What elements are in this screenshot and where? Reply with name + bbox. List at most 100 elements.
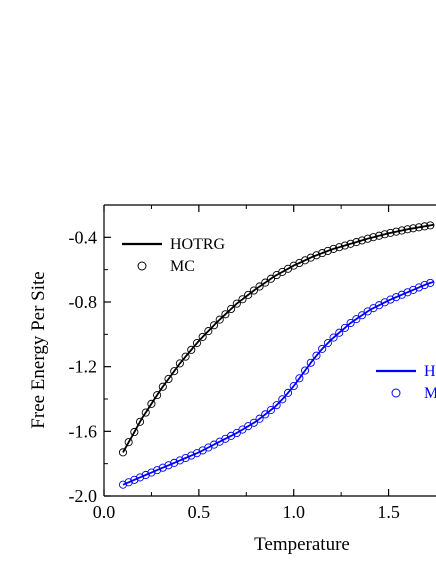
data-point-marker — [153, 391, 162, 400]
data-point-marker — [153, 466, 162, 475]
legend-circle-swatch — [391, 388, 401, 398]
data-point-marker — [386, 295, 395, 304]
data-point-marker — [386, 228, 395, 237]
data-point-marker — [340, 241, 349, 250]
data-point-marker — [409, 285, 418, 294]
data-point-marker — [329, 244, 338, 253]
data-point-marker — [261, 278, 270, 287]
data-point-marker — [335, 243, 344, 252]
data-point-marker — [397, 226, 406, 235]
data-point-marker — [312, 251, 321, 260]
data-point-marker — [175, 359, 184, 368]
data-point-marker — [318, 344, 327, 353]
data-point-marker — [403, 288, 412, 297]
data-point-marker — [414, 223, 423, 232]
data-point-marker — [340, 323, 349, 332]
data-point-marker — [181, 453, 190, 463]
data-point-marker — [249, 418, 258, 427]
legend-label: H — [424, 363, 436, 380]
data-point-marker — [426, 278, 435, 287]
data-point-marker — [124, 438, 133, 447]
data-point-marker — [420, 222, 429, 231]
data-point-marker — [357, 236, 367, 245]
data-point-marker — [255, 414, 264, 423]
data-point-marker — [306, 253, 315, 262]
legend-label: M — [424, 385, 436, 402]
data-point-marker — [306, 358, 315, 367]
data-point-marker — [198, 332, 207, 341]
data-point-marker — [147, 399, 156, 408]
data-point-marker — [130, 427, 139, 437]
data-point-marker — [272, 401, 281, 410]
data-point-marker — [118, 480, 128, 489]
data-point-marker — [301, 366, 310, 375]
data-point-marker — [318, 249, 327, 258]
data-point-marker — [392, 227, 401, 236]
x-axis-title: Temperature — [254, 534, 350, 555]
data-point-marker — [312, 351, 321, 360]
data-point-marker — [192, 339, 202, 348]
data-point-marker — [426, 221, 435, 230]
data-point-marker — [352, 315, 361, 324]
legend: HOTRG MC HM — [122, 236, 436, 402]
data-point-marker — [392, 293, 401, 302]
y-tick-label: -1.2 — [69, 357, 98, 377]
legend-label: HOTRG — [170, 236, 226, 253]
data-point-marker — [141, 408, 150, 417]
data-point-marker — [118, 448, 128, 457]
y-tick-label: -0.4 — [69, 227, 98, 247]
data-point-marker — [170, 367, 179, 376]
data-point-marker — [187, 345, 196, 354]
data-point-marker — [124, 478, 133, 487]
x-tick-label: 1.5 — [377, 502, 400, 522]
data-point-marker — [255, 282, 264, 291]
data-point-marker — [266, 405, 275, 415]
data-point-marker — [346, 318, 355, 328]
data-point-marker — [369, 233, 378, 242]
data-point-marker — [414, 283, 423, 292]
y-axis-title: Free Energy Per Site — [28, 271, 49, 428]
data-point-marker — [329, 333, 338, 342]
data-point-marker — [420, 280, 429, 290]
legend-circle-swatch — [137, 261, 147, 271]
data-point-marker — [164, 461, 173, 470]
data-point-marker — [335, 328, 344, 337]
data-point-marker — [170, 458, 179, 467]
data-point-marker — [289, 382, 298, 391]
series-line-1 — [122, 280, 435, 486]
x-tick-label: 0.5 — [188, 502, 211, 522]
data-point-marker — [175, 456, 184, 465]
data-point-marker — [352, 238, 361, 247]
axes: 0.0 0.5 1.0 1.5 -0.4 -0.8 -1.2 -1.6 -2.0 — [69, 204, 436, 522]
data-point-marker — [375, 231, 384, 240]
data-point-marker — [323, 339, 332, 348]
legend-label: MC — [170, 258, 195, 275]
data-point-marker — [209, 321, 219, 330]
y-tick-label: -1.6 — [69, 421, 98, 441]
data-point-marker — [227, 304, 236, 314]
data-point-marker — [204, 327, 213, 336]
data-point-marker — [409, 224, 418, 233]
y-tick-label: -2.0 — [69, 486, 98, 506]
data-point-marker — [238, 295, 247, 304]
data-point-marker — [181, 352, 190, 361]
data-point-marker — [130, 475, 139, 484]
data-point-marker — [323, 246, 332, 255]
data-point-marker — [147, 468, 156, 477]
data-point-marker — [346, 239, 355, 248]
data-point-marker — [363, 234, 372, 243]
data-point-marker — [187, 451, 196, 460]
data-point-marker — [215, 315, 224, 324]
data-point-marker — [158, 382, 167, 391]
data-point-marker — [283, 388, 293, 397]
data-point-marker — [221, 310, 230, 319]
data-point-marker — [357, 311, 367, 320]
plot-area — [118, 221, 435, 489]
data-point-marker — [135, 417, 145, 426]
data-point-marker — [397, 290, 406, 299]
data-point-marker — [380, 230, 389, 239]
data-point-marker — [295, 374, 304, 383]
y-tick-label: -0.8 — [69, 292, 98, 312]
data-point-marker — [261, 410, 270, 419]
